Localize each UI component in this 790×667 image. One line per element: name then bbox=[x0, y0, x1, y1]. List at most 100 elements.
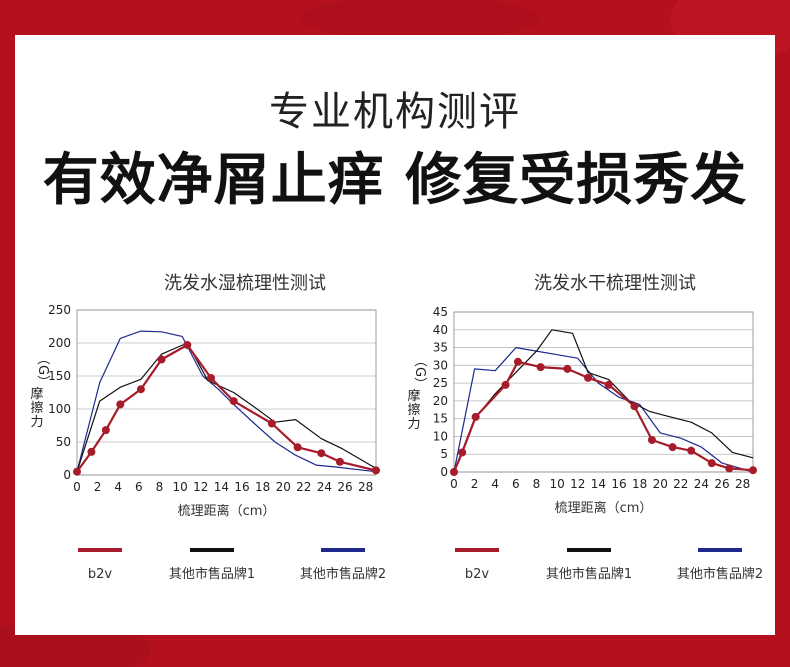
chart-2-data-point bbox=[450, 468, 458, 476]
chart-2-y-tick-label: 0 bbox=[440, 465, 448, 479]
chart-1-x-axis-label: 梳理距离（cm） bbox=[178, 503, 276, 519]
chart-2-series-line bbox=[453, 347, 754, 473]
chart-1-x-tick-label: 6 bbox=[135, 480, 143, 494]
chart-1-data-point bbox=[229, 397, 238, 406]
chart-1-x-tick-label: 14 bbox=[214, 480, 229, 494]
chart-2-data-point bbox=[501, 380, 510, 389]
chart-2-y-tick-label: 45 bbox=[433, 305, 448, 319]
chart-1-y-axis-label-char: 擦 bbox=[30, 401, 43, 416]
chart-2-y-axis-label-char: 力 bbox=[407, 417, 420, 432]
chart-2-y-tick-label: 15 bbox=[433, 412, 448, 426]
chart-1-series-line bbox=[76, 330, 377, 473]
chart-2-data-point bbox=[604, 380, 613, 389]
chart-2-legend-swatch bbox=[567, 548, 611, 552]
chart-1-x-tick-label: 20 bbox=[276, 480, 291, 494]
chart-2-x-tick-label: 20 bbox=[653, 477, 668, 491]
chart-2-y-tick-label: 25 bbox=[433, 376, 448, 390]
chart-1-data-point bbox=[372, 466, 380, 475]
chart-1-plot-frame bbox=[76, 309, 377, 476]
chart-2-legend-swatch bbox=[698, 548, 742, 552]
chart-2-x-tick-label: 22 bbox=[673, 477, 688, 491]
chart-2-legend-label: 其他市售品牌2 bbox=[677, 566, 763, 582]
chart-1-x-tick-label: 18 bbox=[255, 480, 270, 494]
chart-1-x-tick-label: 12 bbox=[193, 480, 208, 494]
chart-2-data-point bbox=[513, 357, 522, 366]
chart-2-x-tick-label: 6 bbox=[512, 477, 520, 491]
chart-2-x-tick-label: 10 bbox=[549, 477, 564, 491]
chart-1-data-point bbox=[335, 457, 344, 466]
chart-1-y-axis-unit: （G） bbox=[35, 352, 50, 388]
chart-1-x-tick-label: 26 bbox=[337, 480, 352, 494]
chart-2-legend-label: b2v bbox=[465, 567, 490, 582]
chart-1-data-point bbox=[183, 340, 192, 349]
chart-2-x-tick-label: 28 bbox=[735, 477, 750, 491]
chart-1-data-point bbox=[116, 400, 125, 409]
chart-1-y-axis-label-char: 力 bbox=[30, 415, 43, 430]
header-subtitle: 专业机构测评 bbox=[269, 89, 521, 135]
chart-2-data-point bbox=[471, 412, 480, 421]
chart-1-series-line bbox=[76, 343, 377, 473]
chart-2-y-axis-label-char: 摩 bbox=[407, 388, 420, 404]
chart-1-legend-label: 其他市售品牌2 bbox=[300, 566, 386, 582]
chart-2-x-tick-label: 0 bbox=[450, 477, 458, 491]
chart-2-series-line bbox=[452, 360, 754, 473]
chart-1-x-tick-label: 8 bbox=[156, 480, 164, 494]
chart-2-plot-frame bbox=[453, 311, 754, 473]
chart-2-y-tick-label: 20 bbox=[433, 394, 448, 408]
chart-2-x-tick-label: 4 bbox=[491, 477, 499, 491]
chart-1-data-point bbox=[267, 419, 276, 428]
chart-1-legend-label: b2v bbox=[88, 567, 113, 582]
content-panel: 专业机构测评 有效净屑止痒 修复受损秀发 洗发水湿梳理性测试 洗发水干梳理性测试 bbox=[15, 35, 775, 635]
chart-1-data-point bbox=[136, 385, 145, 394]
chart-2-y-tick-label: 35 bbox=[433, 341, 448, 355]
chart-2-y-tick-label: 30 bbox=[433, 358, 448, 372]
chart-1-legend-swatch bbox=[321, 548, 365, 552]
chart-1-x-tick-label: 2 bbox=[94, 480, 102, 494]
chart-2-data-point bbox=[707, 459, 716, 468]
chart-2-y-tick-label: 40 bbox=[433, 323, 448, 337]
chart-1-data-point bbox=[207, 373, 216, 382]
chart-2-y-axis-label-char: 擦 bbox=[407, 403, 420, 418]
chart-2-data-point bbox=[647, 436, 656, 444]
chart-1-data-point bbox=[101, 426, 110, 435]
chart-1-data-point bbox=[73, 467, 81, 476]
chart-2-x-tick-label: 26 bbox=[714, 477, 729, 491]
chart-1-y-tick-label: 50 bbox=[56, 435, 71, 449]
chart-1-x-tick-label: 10 bbox=[172, 480, 187, 494]
chart-1-y-axis-label-char: 摩 bbox=[30, 386, 43, 402]
chart-2-x-tick-label: 12 bbox=[570, 477, 585, 491]
chart-1-x-tick-label: 0 bbox=[73, 480, 81, 494]
chart-2-x-tick-label: 16 bbox=[611, 477, 626, 491]
chart-1-legend-swatch bbox=[78, 548, 122, 552]
chart-2-data-point bbox=[584, 373, 593, 382]
chart-2-x-tick-label: 8 bbox=[533, 477, 541, 491]
chart-2-legend-label: 其他市售品牌1 bbox=[546, 566, 632, 582]
header-title: 有效净屑止痒 修复受损秀发 bbox=[42, 148, 748, 213]
chart-2-y-tick-label: 5 bbox=[440, 447, 448, 461]
chart-2-y-tick-label: 10 bbox=[433, 429, 448, 443]
chart-1-x-tick-label: 22 bbox=[296, 480, 311, 494]
chart-2-data-point bbox=[668, 443, 677, 452]
chart-1-data-point bbox=[157, 355, 166, 364]
chart-1-y-tick-label: 250 bbox=[48, 303, 71, 317]
chart-2-x-tick-label: 18 bbox=[632, 477, 647, 491]
chart-1-y-tick-label: 200 bbox=[48, 336, 71, 350]
chart-1-x-tick-label: 16 bbox=[234, 480, 249, 494]
chart-1-data-point bbox=[293, 443, 302, 452]
chart-2-x-tick-label: 2 bbox=[471, 477, 479, 491]
chart-1-x-tick-label: 24 bbox=[317, 480, 332, 494]
chart-2-x-tick-label: 24 bbox=[694, 477, 709, 491]
chart-2-data-point bbox=[458, 448, 467, 457]
chart-1-y-tick-label: 0 bbox=[63, 468, 71, 482]
chart-2-data-point bbox=[687, 446, 696, 455]
chart-2-title: 洗发水干梳理性测试 bbox=[534, 273, 696, 294]
chart-2-data-point bbox=[749, 466, 757, 475]
chart-1-data-point bbox=[317, 449, 326, 458]
chart-2-data-point bbox=[630, 402, 639, 411]
chart-2-legend-swatch bbox=[455, 548, 499, 552]
chart-2-x-tick-label: 14 bbox=[591, 477, 606, 491]
chart-1-legend-swatch bbox=[190, 548, 234, 552]
chart-2-y-axis-unit: （G） bbox=[412, 354, 427, 390]
chart-2-data-point bbox=[563, 364, 572, 373]
